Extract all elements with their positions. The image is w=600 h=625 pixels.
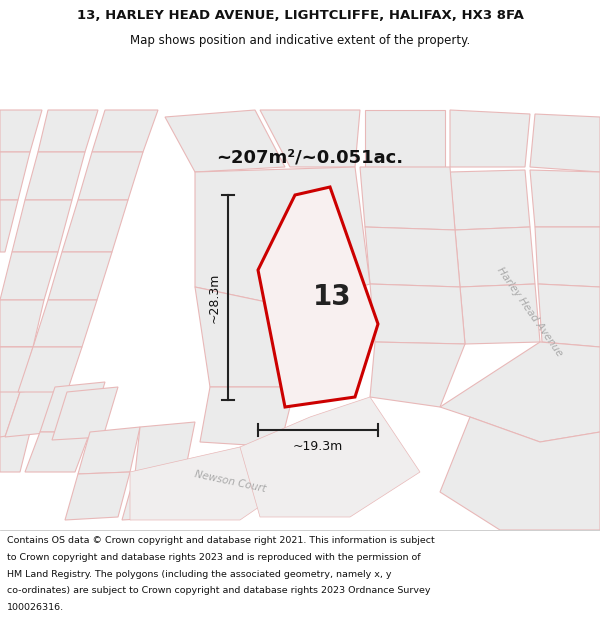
Text: HM Land Registry. The polygons (including the associated geometry, namely x, y: HM Land Registry. The polygons (includin… — [7, 569, 392, 579]
Polygon shape — [130, 447, 310, 520]
Polygon shape — [0, 152, 30, 200]
Polygon shape — [0, 347, 33, 392]
Polygon shape — [12, 200, 72, 252]
Text: co-ordinates) are subject to Crown copyright and database rights 2023 Ordnance S: co-ordinates) are subject to Crown copyr… — [7, 586, 431, 596]
Polygon shape — [38, 110, 98, 152]
Polygon shape — [135, 422, 195, 474]
Text: 100026316.: 100026316. — [7, 603, 64, 612]
Polygon shape — [48, 252, 112, 300]
Polygon shape — [440, 417, 600, 530]
Polygon shape — [65, 472, 130, 520]
Polygon shape — [62, 200, 128, 252]
Polygon shape — [25, 432, 90, 472]
Polygon shape — [0, 347, 33, 397]
Polygon shape — [258, 187, 378, 407]
Polygon shape — [530, 114, 600, 172]
Polygon shape — [440, 342, 600, 442]
Text: ~19.3m: ~19.3m — [293, 439, 343, 452]
Polygon shape — [40, 382, 105, 432]
Polygon shape — [33, 300, 97, 347]
Polygon shape — [0, 252, 58, 300]
Polygon shape — [122, 472, 185, 520]
Text: ~207m²/~0.051ac.: ~207m²/~0.051ac. — [217, 148, 404, 166]
Polygon shape — [0, 392, 20, 437]
Polygon shape — [18, 347, 82, 392]
Polygon shape — [0, 200, 18, 252]
Polygon shape — [360, 167, 455, 230]
Polygon shape — [535, 227, 600, 287]
Polygon shape — [200, 387, 295, 447]
Polygon shape — [195, 287, 295, 387]
Polygon shape — [240, 397, 420, 517]
Polygon shape — [0, 110, 42, 152]
Polygon shape — [365, 227, 460, 287]
Text: 13: 13 — [313, 282, 351, 311]
Polygon shape — [78, 152, 143, 200]
Text: ~28.3m: ~28.3m — [208, 272, 221, 322]
Polygon shape — [365, 110, 445, 167]
Polygon shape — [195, 167, 370, 307]
Polygon shape — [0, 300, 44, 347]
Text: Map shows position and indicative extent of the property.: Map shows position and indicative extent… — [130, 34, 470, 47]
Polygon shape — [25, 152, 85, 200]
Text: Harley Head Avenue: Harley Head Avenue — [496, 266, 565, 359]
Polygon shape — [370, 342, 465, 407]
Polygon shape — [165, 110, 285, 172]
Text: 13, HARLEY HEAD AVENUE, LIGHTCLIFFE, HALIFAX, HX3 8FA: 13, HARLEY HEAD AVENUE, LIGHTCLIFFE, HAL… — [77, 9, 523, 22]
Polygon shape — [260, 110, 360, 167]
Polygon shape — [92, 110, 158, 152]
Polygon shape — [455, 227, 535, 287]
Polygon shape — [538, 284, 600, 347]
Text: Contains OS data © Crown copyright and database right 2021. This information is : Contains OS data © Crown copyright and d… — [7, 536, 435, 545]
Polygon shape — [52, 387, 118, 440]
Polygon shape — [460, 284, 540, 344]
Polygon shape — [78, 427, 140, 474]
Text: Newson Court: Newson Court — [193, 469, 266, 494]
Polygon shape — [5, 387, 70, 437]
Polygon shape — [370, 284, 465, 344]
Polygon shape — [530, 170, 600, 227]
Polygon shape — [0, 432, 30, 472]
Polygon shape — [450, 170, 530, 230]
Text: to Crown copyright and database rights 2023 and is reproduced with the permissio: to Crown copyright and database rights 2… — [7, 552, 421, 562]
Polygon shape — [450, 110, 530, 167]
